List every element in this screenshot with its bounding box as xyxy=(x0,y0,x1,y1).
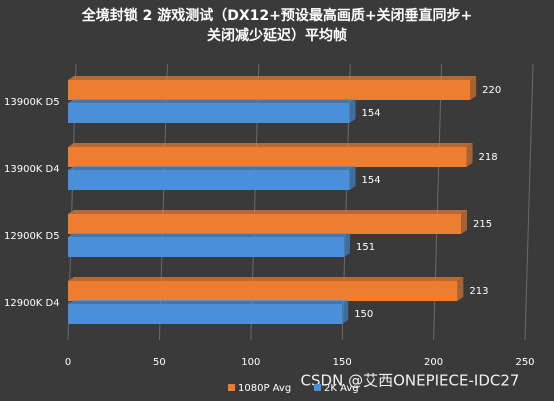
bar-top xyxy=(68,166,356,170)
bar-top xyxy=(68,143,473,147)
y-tick-label: 13900K D5 xyxy=(4,97,60,108)
bar-top xyxy=(68,300,349,304)
bar xyxy=(68,304,343,324)
bar xyxy=(68,237,345,257)
x-tick-label: 150 xyxy=(333,357,352,368)
x-tick-label: 100 xyxy=(241,357,260,368)
legend-label: 2K Avg xyxy=(324,383,359,394)
bar-side xyxy=(349,166,356,190)
bar-side xyxy=(344,233,351,257)
bar-side xyxy=(470,76,477,100)
bar xyxy=(68,80,471,100)
data-label: 150 xyxy=(354,309,373,320)
data-label: 215 xyxy=(473,219,492,230)
x-tick-label: 250 xyxy=(515,357,534,368)
data-label: 218 xyxy=(479,152,498,163)
bar xyxy=(68,170,350,190)
data-label: 213 xyxy=(469,286,488,297)
bar-top xyxy=(68,210,468,214)
chart-title: 全境封锁 2 游戏测试（DX12+预设最高画质+关闭垂直同步+ xyxy=(81,7,473,24)
watermark: CSDN @艾西ONEPIECE-IDC27 xyxy=(301,372,520,390)
bar xyxy=(68,147,467,167)
bar-top xyxy=(68,233,351,237)
legend-swatch xyxy=(228,384,235,391)
bar-side xyxy=(461,210,468,234)
legend-swatch xyxy=(314,384,321,391)
x-tick-label: 50 xyxy=(153,357,166,368)
y-tick-label: 12900K D4 xyxy=(4,298,60,309)
bar-side xyxy=(457,277,464,301)
grid-line xyxy=(524,63,534,341)
bar-top xyxy=(68,99,356,103)
data-label: 154 xyxy=(362,108,381,119)
bar-side xyxy=(466,143,473,167)
bar xyxy=(68,214,462,234)
data-label: 151 xyxy=(356,242,375,253)
chart-title: 关闭减少延迟）平均帧 xyxy=(207,27,347,44)
x-tick-label: 200 xyxy=(424,357,443,368)
bar-side xyxy=(349,99,356,123)
bar-top xyxy=(68,76,477,80)
data-label: 220 xyxy=(482,85,501,96)
bar-top xyxy=(68,277,464,281)
legend-label: 1080P Avg xyxy=(238,383,291,394)
y-tick-label: 13900K D4 xyxy=(4,164,60,175)
bar xyxy=(68,281,458,301)
bar-side xyxy=(342,300,349,324)
y-tick-label: 12900K D5 xyxy=(4,231,60,242)
data-label: 154 xyxy=(362,175,381,186)
x-tick-label: 0 xyxy=(65,357,71,368)
bar xyxy=(68,103,350,123)
